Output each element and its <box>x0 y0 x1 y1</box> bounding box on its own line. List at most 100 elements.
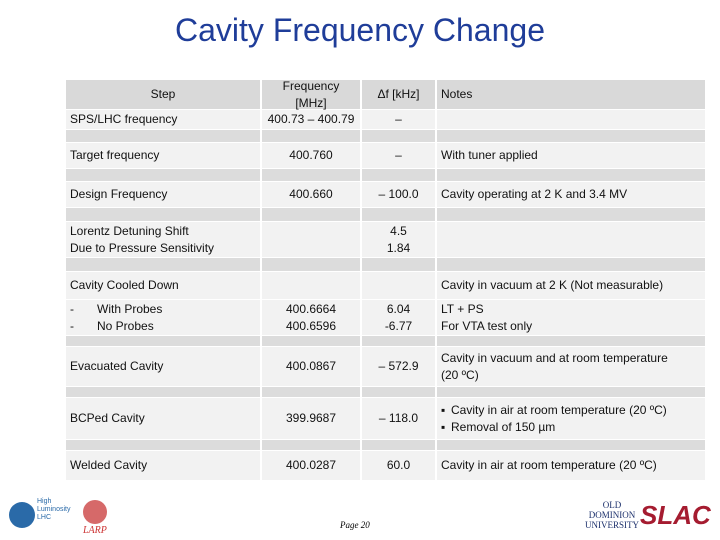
table-cell <box>437 110 705 130</box>
table-cell: 400.0287 <box>262 451 362 481</box>
list-item: ▪ Removal of 150 µm <box>441 419 701 436</box>
spacer-row <box>66 387 705 398</box>
table-cell: 400.6664 400.6596 <box>262 300 362 336</box>
cell-text: 400.73 – 400.79 <box>267 112 355 126</box>
slac-bg <box>640 502 712 528</box>
page-number: Page 20 <box>340 520 370 530</box>
table-cell <box>362 387 437 398</box>
spacer-row <box>66 169 705 182</box>
cell-text: Design Frequency <box>70 187 168 201</box>
table-cell <box>262 130 362 143</box>
table-row: Cavity Cooled Down Cavity in vacuum at 2 … <box>66 272 705 300</box>
slide-title: Cavity Frequency Change <box>175 12 545 48</box>
table-row: BCPed Cavity 399.9687 – 118.0 ▪ Cavity in ai… <box>66 398 705 440</box>
odu-text: OLD DOMINION UNIVERSITY <box>585 500 639 530</box>
bullet: - <box>70 301 74 316</box>
cell-text: With tuner applied <box>441 148 538 162</box>
table-cell <box>362 336 437 347</box>
table-row: Evacuated Cavity 400.0867 – 572.9 Cavity in… <box>66 347 705 387</box>
cell-text: Lorentz Detuning Shift Due to Pressure S… <box>70 223 215 255</box>
table-cell: – 572.9 <box>362 347 437 387</box>
table-cell <box>437 169 705 182</box>
cell-text: Step <box>150 87 176 101</box>
table-cell <box>262 169 362 182</box>
table-cell: Cavity in air at room temperature (20 ºC… <box>437 451 705 481</box>
table-cell <box>362 208 437 222</box>
header-row: Step Frequency [MHz] Δf [kHz] Notes <box>66 78 705 110</box>
table-cell <box>437 222 705 258</box>
spacer-row <box>66 208 705 222</box>
cell-text: 400.0867 <box>285 359 337 373</box>
table-cell: With tuner applied <box>437 143 705 169</box>
table-cell <box>262 222 362 258</box>
cell-text: – <box>395 112 402 126</box>
cell-text: 400.0287 <box>285 458 337 472</box>
table-cell: – <box>362 143 437 169</box>
cell-text: 4.5 1.84 <box>386 223 411 255</box>
table-cell: LT + PS For VTA test only <box>437 300 705 336</box>
cell-text: Evacuated Cavity <box>70 359 164 373</box>
table-cell: Welded Cavity <box>66 451 262 481</box>
table-cell <box>262 258 362 272</box>
cell-text: – 572.9 <box>378 359 419 373</box>
table-row: Target frequency 400.760 – With tuner appli… <box>66 143 705 169</box>
table-cell <box>66 208 262 222</box>
bullet: - <box>70 318 74 333</box>
cell-text: Welded Cavity <box>70 458 148 472</box>
table-cell <box>66 258 262 272</box>
table-cell: Cavity in vacuum at 2 K (Not measurable) <box>437 272 705 300</box>
table-cell: Notes <box>437 80 705 110</box>
list-item: ▪ Cavity in air at room temperature (20 º… <box>441 402 701 419</box>
table-cell <box>362 440 437 451</box>
table-cell <box>362 130 437 143</box>
cell-text: – 100.0 <box>378 187 419 201</box>
cell-text: BCPed Cavity <box>70 411 145 425</box>
table-cell <box>262 336 362 347</box>
cell-text: 400.6664 400.6596 <box>285 301 337 333</box>
cell-text: Notes <box>441 87 473 101</box>
table-row: Welded Cavity 400.0287 60.0 Cavity in air a… <box>66 451 705 481</box>
table-cell: Design Frequency <box>66 182 262 208</box>
table-cell <box>437 387 705 398</box>
table-cell: Cavity Cooled Down <box>66 272 262 300</box>
table-cell <box>262 208 362 222</box>
cell-text: LT + PS For VTA test only <box>441 301 533 333</box>
table-cell: 400.760 <box>262 143 362 169</box>
cell-text: Cavity in air at room temperature (20 ºC… <box>441 458 657 472</box>
table-cell <box>362 169 437 182</box>
table-cell <box>66 440 262 451</box>
table-cell: 400.73 – 400.79 <box>262 110 362 130</box>
table-cell <box>437 440 705 451</box>
table-cell: – 100.0 <box>362 182 437 208</box>
table-cell: 400.660 <box>262 182 362 208</box>
table-cell: 6.04 -6.77 <box>362 300 437 336</box>
table-cell: Target frequency <box>66 143 262 169</box>
spacer-row <box>66 440 705 451</box>
cell-text: Cavity Cooled Down <box>70 278 179 292</box>
table-cell <box>362 258 437 272</box>
table-row: Design Frequency 400.660 – 100.0 Cavity ope… <box>66 182 705 208</box>
spacer-row <box>66 336 705 347</box>
table-cell: SPS/LHC frequency <box>66 110 262 130</box>
cell-text: – <box>395 148 402 162</box>
table-cell <box>66 336 262 347</box>
cell-text: Cavity operating at 2 K and 3.4 MV <box>441 187 628 201</box>
table-cell <box>66 130 262 143</box>
table-cell <box>437 336 705 347</box>
table-cell: Evacuated Cavity <box>66 347 262 387</box>
table-cell <box>437 130 705 143</box>
hilumi-text: High Luminosity LHC <box>37 498 71 521</box>
table-cell: 399.9687 <box>262 398 362 440</box>
larp-text: LARP <box>83 525 107 536</box>
table-cell <box>437 258 705 272</box>
table-cell: Frequency [MHz] <box>262 78 362 110</box>
table-cell: Step <box>66 80 262 110</box>
bullet: ▪ <box>441 419 446 434</box>
cell-text: Frequency [MHz] <box>282 78 340 110</box>
hilumi-logo <box>9 502 35 528</box>
table-cell: – <box>362 110 437 130</box>
list-item: - With Probes <box>70 301 256 318</box>
table-cell <box>262 272 362 300</box>
table-cell <box>437 208 705 222</box>
